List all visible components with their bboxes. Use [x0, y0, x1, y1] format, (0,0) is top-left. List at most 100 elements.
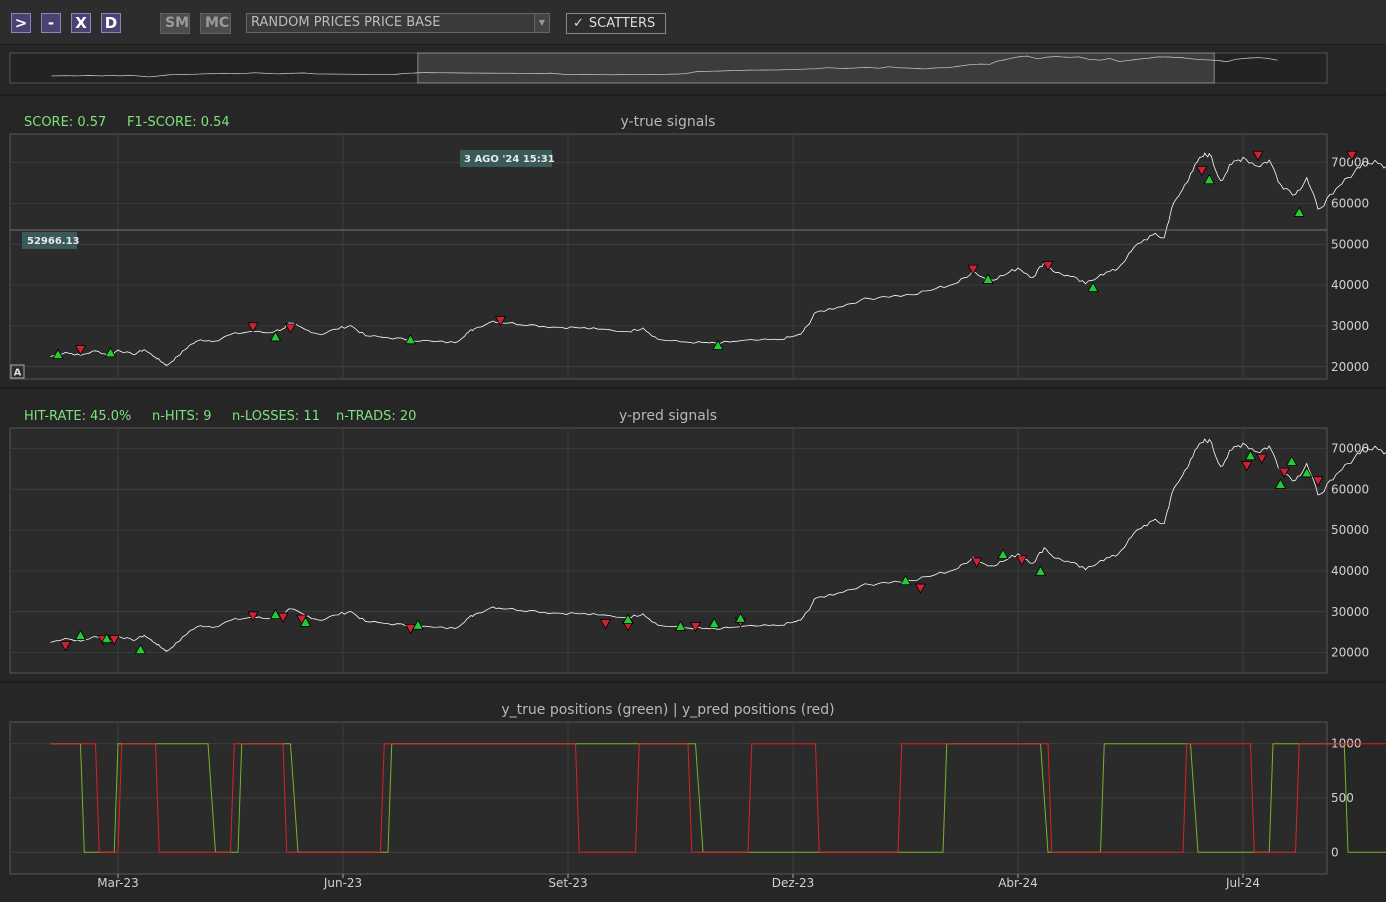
toolbar: > - X D SM MC RANDOM PRICES PRICE BASE ▼…: [0, 0, 1386, 45]
x-tick-label: Jul-24: [1225, 876, 1260, 890]
sell-marker: [1346, 150, 1358, 162]
overview-pane[interactable]: [9, 52, 1328, 84]
y-tick-label: 20000: [1331, 646, 1369, 660]
positions-pane[interactable]: y_true positions (green) | y_pred positi…: [9, 702, 1386, 890]
sell-marker: [1241, 461, 1253, 472]
y-tick-label: 70000: [1331, 156, 1369, 170]
buy-marker: [734, 612, 747, 623]
overview-selection[interactable]: [417, 52, 1215, 84]
buy-marker: [412, 619, 424, 630]
sell-marker: [1016, 555, 1028, 566]
mc-button[interactable]: MC: [200, 13, 231, 34]
x-tick-label: Set-23: [548, 876, 587, 890]
trades-stat: n-TRADS: 20: [336, 409, 416, 424]
losses-stat: n-LOSSES: 11: [232, 409, 320, 424]
autoscale-icon: A: [14, 368, 22, 379]
y-tick-label: 0: [1331, 845, 1339, 859]
sell-marker: [1196, 165, 1208, 177]
positions-title: y_true positions (green) | y_pred positi…: [501, 702, 834, 718]
buy-marker: [74, 629, 87, 640]
check-icon: ✓: [573, 16, 584, 31]
x-tick-label: Mar-23: [97, 876, 138, 890]
sell-marker: [284, 323, 297, 334]
buy-marker: [52, 348, 64, 359]
sell-marker: [1256, 453, 1268, 465]
sell-marker: [1042, 261, 1054, 272]
buy-marker: [1087, 281, 1099, 292]
y-true-plot-frame: [9, 133, 1328, 380]
crosshair-date-label: 3 AGO '24 15:31: [464, 154, 555, 165]
y-pred-title: y-pred signals: [619, 408, 717, 424]
y-true-plot: 20000 30000 40000 50000 60000 70000: [10, 134, 1386, 379]
buy-marker: [982, 273, 994, 284]
y-tick-label: 50000: [1331, 237, 1369, 251]
scatters-checkbox[interactable]: ✓ SCATTERS: [566, 13, 666, 34]
sell-marker: [108, 635, 120, 646]
minus-button[interactable]: -: [41, 13, 61, 33]
buy-marker: [134, 643, 147, 655]
sm-button[interactable]: SM: [160, 13, 190, 34]
buy-marker: [299, 616, 312, 627]
crosshair-value-badge: [22, 232, 77, 249]
y-tick-label: 30000: [1331, 605, 1369, 619]
autoscale-button[interactable]: [10, 364, 25, 379]
score-stat: SCORE: 0.57: [24, 115, 106, 130]
buy-marker: [708, 617, 720, 628]
y-tick-label: 20000: [1331, 360, 1369, 374]
close-button[interactable]: X: [71, 13, 91, 33]
buy-marker: [1274, 478, 1287, 489]
dataset-select[interactable]: RANDOM PRICES PRICE BASE ▼: [246, 13, 550, 33]
sell-marker: [59, 641, 72, 652]
y-pred-plot: 20000 30000 40000 50000 60000 70000: [10, 428, 1386, 673]
crosshair-value-label: 52966.13: [27, 236, 80, 247]
sell-marker: [247, 611, 259, 622]
sell-marker: [914, 583, 927, 594]
buy-marker: [1286, 455, 1298, 466]
buy-marker: [1293, 206, 1305, 217]
buy-marker: [101, 632, 113, 644]
sell-marker: [599, 619, 612, 630]
f1-score-stat: F1-SCORE: 0.54: [127, 115, 230, 130]
dataset-select-value: RANDOM PRICES PRICE BASE: [251, 15, 441, 30]
sell-marker: [971, 557, 983, 568]
buy-marker: [1203, 173, 1215, 185]
plots-area[interactable]: y-true signals SCORE: 0.57 F1-SCORE: 0.5…: [0, 44, 1386, 902]
sell-marker: [277, 612, 289, 623]
y-tick-label: 60000: [1331, 196, 1369, 210]
price-line: [50, 438, 1386, 652]
buy-marker: [404, 333, 417, 345]
sell-marker: [1252, 150, 1264, 162]
scatters-label: SCATTERS: [588, 16, 656, 31]
buy-marker: [899, 574, 912, 586]
buy-marker: [1244, 449, 1257, 461]
x-tick-label: Jun-23: [323, 876, 362, 890]
y-true-pane[interactable]: y-true signals SCORE: 0.57 F1-SCORE: 0.5…: [9, 114, 1386, 380]
sell-marker: [1312, 476, 1324, 487]
y-tick-label: 500: [1331, 791, 1354, 805]
buy-marker: [997, 548, 1009, 559]
y-tick-label: 40000: [1331, 278, 1369, 292]
y-tick-label: 50000: [1331, 523, 1369, 537]
overview-price-line: [51, 55, 1278, 78]
sell-marker: [1278, 467, 1290, 478]
pred-positions-line: [50, 743, 1386, 853]
buy-marker: [1301, 467, 1313, 478]
chevron-down-icon[interactable]: ▼: [534, 14, 549, 32]
y-pred-pane[interactable]: y-pred signals HIT-RATE: 45.0% n-HITS: 9…: [9, 408, 1386, 674]
sell-marker: [74, 345, 87, 356]
buy-marker: [104, 347, 117, 358]
d-button[interactable]: D: [101, 13, 121, 33]
price-line: [50, 152, 1386, 367]
buy-marker: [269, 608, 282, 620]
sell-marker: [494, 316, 507, 327]
x-axis: Mar-23 Jun-23 Set-23 Dez-23 Abr-24 Jul-24: [97, 874, 1260, 890]
sell-marker: [247, 322, 259, 333]
buy-marker: [1034, 565, 1047, 576]
buy-marker: [622, 613, 634, 624]
play-button[interactable]: >: [11, 13, 31, 33]
y-tick-label: 30000: [1331, 319, 1369, 333]
y-true-title: y-true signals: [621, 114, 716, 130]
x-tick-label: Abr-24: [998, 876, 1038, 890]
sell-marker: [689, 622, 702, 633]
